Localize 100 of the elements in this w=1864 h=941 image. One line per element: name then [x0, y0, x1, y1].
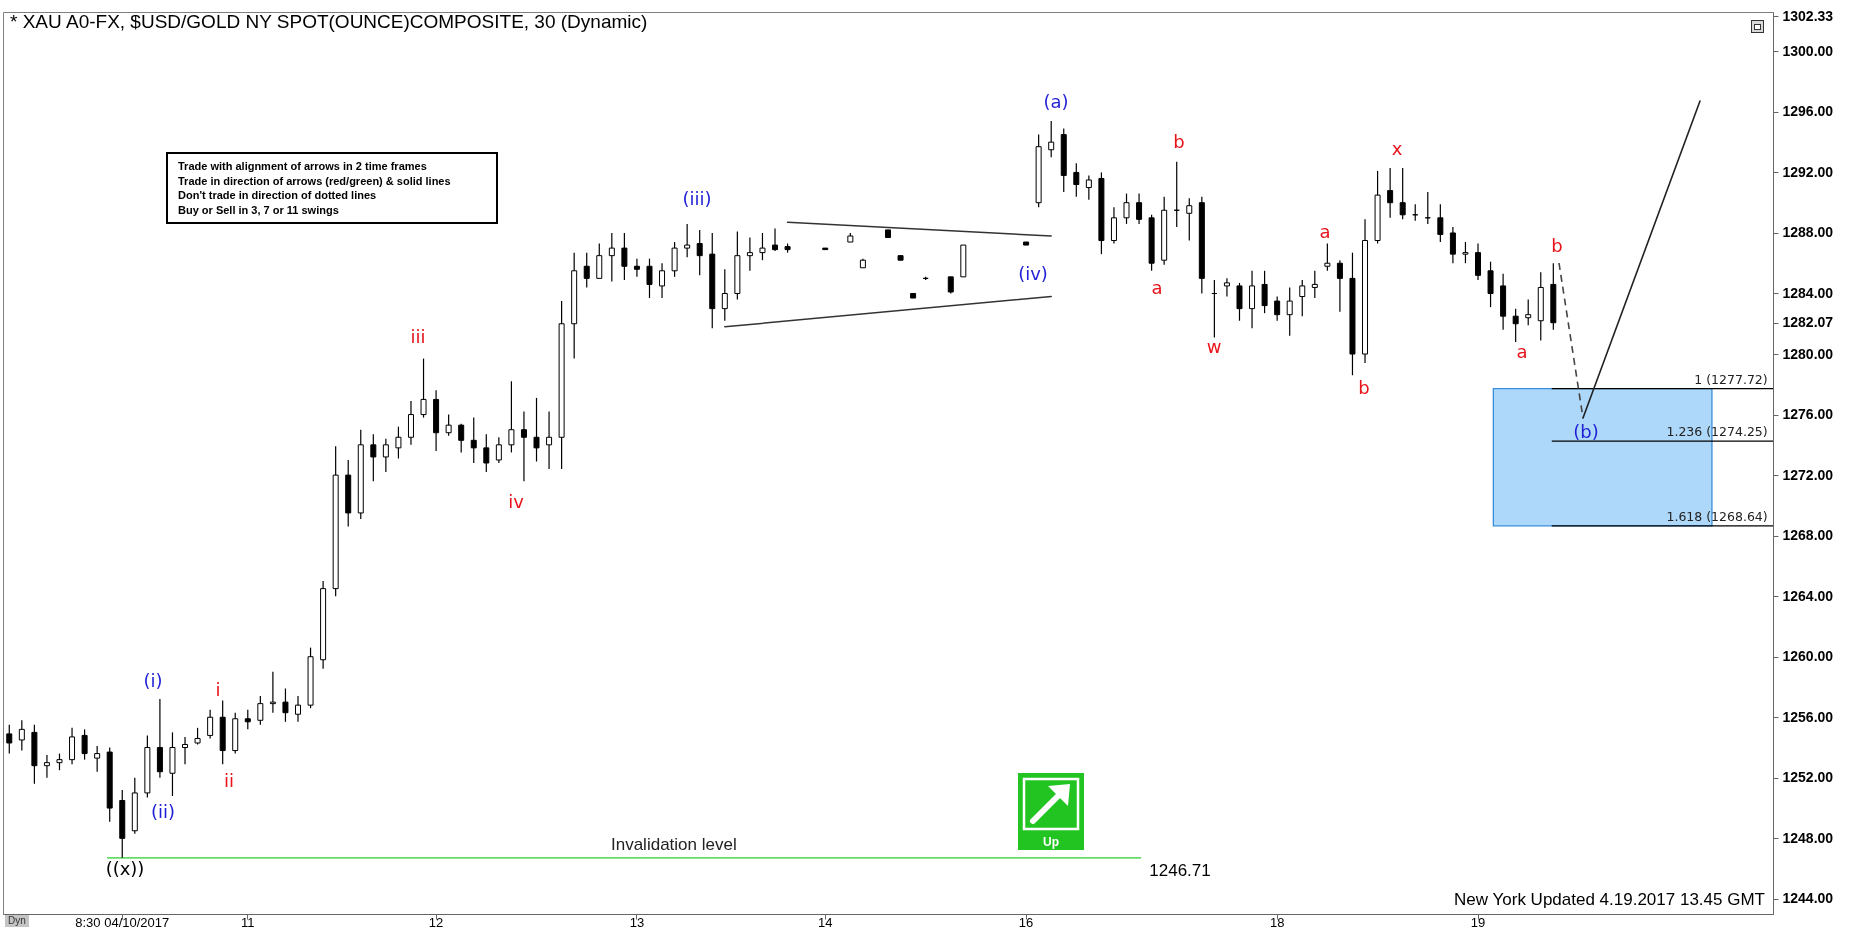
candlestick [94, 745, 101, 773]
y-tick-label: 1268.00 [1782, 527, 1834, 544]
candlestick [282, 687, 289, 723]
candlestick [81, 728, 88, 761]
candlestick [1512, 308, 1519, 343]
candlestick [182, 736, 189, 765]
annotation: iv [508, 491, 525, 512]
candlestick [43, 754, 50, 779]
candlestick [759, 232, 766, 261]
x-tick-label: 11 [241, 914, 255, 930]
candlestick [207, 709, 214, 740]
candlestick [608, 232, 615, 282]
candlestick [257, 695, 264, 726]
candlestick [1048, 120, 1055, 158]
candlestick [1399, 167, 1406, 220]
candlestick [483, 433, 490, 473]
candlestick [772, 227, 779, 252]
candlestick [1249, 270, 1256, 329]
annotation: a [1319, 221, 1331, 242]
annotation: b [1173, 131, 1185, 152]
x-tick-label: 14 [818, 914, 833, 930]
candlestick [1223, 277, 1230, 298]
chart-title: * XAU A0-FX, $USD/GOLD NY SPOT(OUNCE)COMPOSITE, 30 (Dynamic) [10, 11, 648, 32]
candlestick [1475, 242, 1481, 281]
candlestick [1136, 193, 1143, 225]
x-tick-label: 19 [1470, 914, 1486, 930]
annotation: (iv) [1018, 263, 1048, 284]
y-tick-label: 1300.00 [1782, 42, 1834, 59]
annotation: Up [1042, 835, 1060, 850]
annotation: iii [410, 326, 426, 347]
annotation: x [1391, 138, 1403, 159]
annotation: a [1516, 341, 1528, 362]
candlestick [1449, 226, 1456, 264]
annotation: w [1206, 336, 1222, 357]
candlestick [18, 719, 25, 752]
annotation: Trade in direction of arrows (red/green) & solid lines [178, 173, 452, 188]
candlestick [1299, 279, 1306, 317]
annotation: b [1551, 235, 1563, 256]
y-tick-label: 1264.00 [1782, 587, 1834, 604]
y-tick-label: 1256.00 [1782, 708, 1834, 725]
candlestick [244, 709, 251, 730]
annotation: Trade with alignment of arrows in 2 time frames [178, 159, 428, 174]
candlestick [671, 241, 678, 278]
y-tick-label: 1284.00 [1782, 285, 1834, 301]
candlestick [633, 258, 640, 278]
candlestick [1073, 162, 1080, 198]
candlestick [1085, 174, 1092, 201]
candlestick [1311, 270, 1318, 299]
y-tick-label: 1282.07 [1782, 314, 1834, 331]
candlestick [458, 423, 465, 454]
candlestick [1387, 167, 1394, 219]
candlestick [596, 242, 603, 279]
annotation: (i) [143, 670, 163, 691]
candlestick [420, 357, 427, 419]
annotation: New York Updated 4.19.2017 13.45 GMT [1454, 890, 1765, 909]
y-tick-label: 1260.00 [1782, 648, 1834, 665]
y-tick-label: 1280.00 [1782, 345, 1834, 362]
annotation: (a) [1043, 91, 1069, 112]
candlestick [1274, 295, 1281, 322]
candlestick [445, 413, 452, 437]
annotation: ((x)) [105, 858, 145, 879]
candlestick [1186, 197, 1193, 242]
y-tick-label: 1292.00 [1782, 163, 1834, 180]
ref-line-label: Invalidation level [610, 834, 737, 854]
candlestick [1261, 270, 1268, 314]
annotation: Buy or Sell in 3, 7 or 11 swings [178, 202, 340, 217]
annotation: Don't trade in direction of dotted lines [178, 188, 378, 203]
candlestick [382, 438, 389, 473]
candlestick [721, 268, 728, 322]
candlestick [1525, 298, 1532, 326]
annotation: 1246.71 [1149, 861, 1211, 880]
candlestick [470, 417, 477, 464]
x-tick-label: 13 [629, 914, 645, 930]
candlestick [520, 410, 527, 482]
candlestick [1324, 242, 1331, 272]
candlestick [269, 671, 276, 714]
annotation: (ii) [150, 801, 176, 822]
candlestick [1236, 282, 1243, 322]
candlestick [546, 410, 553, 470]
candlestick [1437, 203, 1444, 243]
annotation: i [215, 679, 221, 700]
candlestick [508, 380, 515, 454]
candlestick [295, 695, 301, 723]
annotation: (b) [1573, 421, 1599, 442]
candlestick [1336, 259, 1343, 313]
candlestick [1487, 261, 1494, 308]
y-tick-label: 1288.00 [1782, 224, 1834, 241]
y-tick-label: 1248.00 [1782, 829, 1834, 846]
candlestick [1286, 286, 1293, 337]
ref-line-label: 1 (1277.72) [1694, 371, 1768, 387]
annotation: ii [223, 770, 235, 791]
candlestick [407, 400, 414, 446]
candlestick [646, 258, 653, 299]
y-tick-label: 1252.00 [1782, 769, 1834, 786]
candlestick [395, 426, 402, 460]
candlestick [6, 724, 13, 755]
x-tick-label: 18 [1269, 914, 1285, 930]
x-tick-label: 16 [1018, 914, 1034, 930]
annotation: (iii) [682, 188, 712, 209]
x-tick-label: 12 [428, 914, 444, 930]
